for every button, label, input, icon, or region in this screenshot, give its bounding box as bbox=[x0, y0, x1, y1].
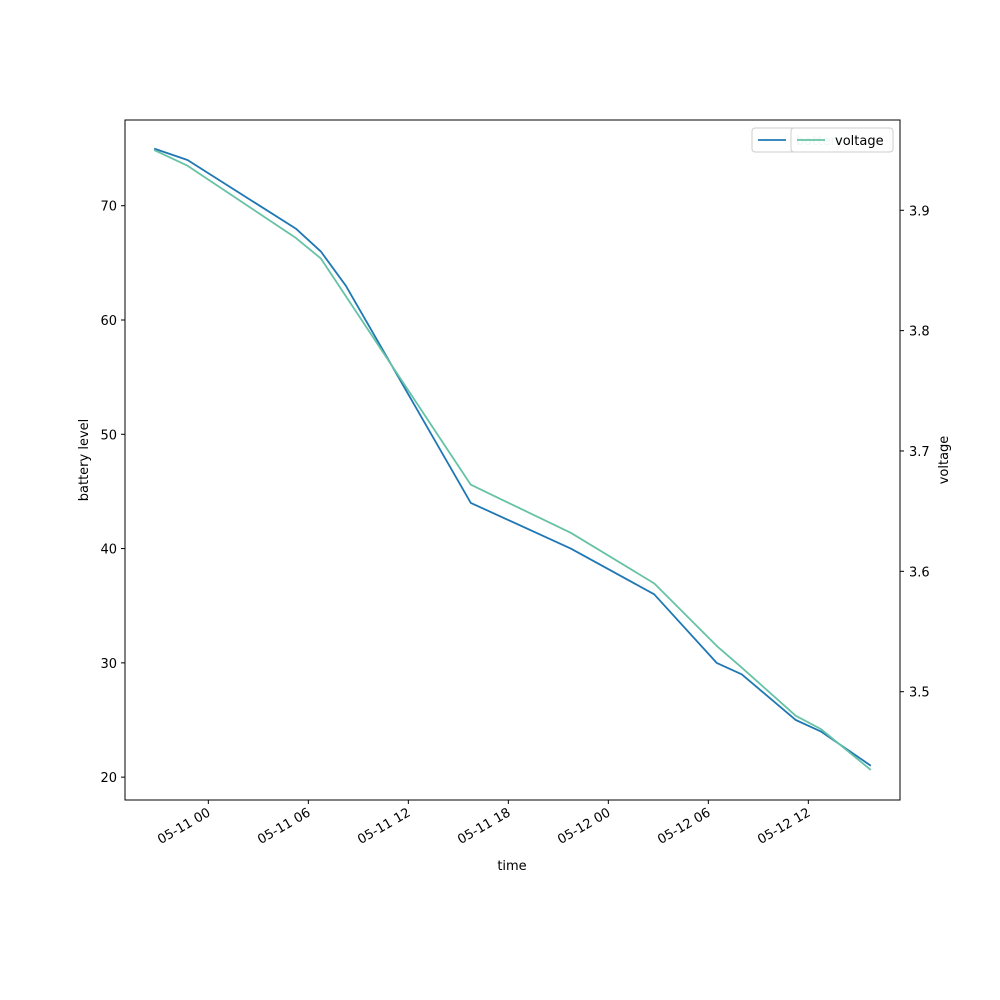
right-y-tick-label: 3.9 bbox=[909, 204, 930, 219]
series-line-voltage bbox=[153, 149, 872, 771]
left-y-tick-label: 30 bbox=[100, 657, 117, 672]
right-y-tick-label: 3.6 bbox=[909, 565, 930, 580]
right-y-axis: 3.5 3.6 3.7 3.8 3.9 bbox=[900, 204, 930, 701]
plot-frame bbox=[124, 119, 901, 801]
left-y-axis: 20 30 40 50 60 70 bbox=[100, 200, 125, 786]
legend-box bbox=[790, 127, 894, 153]
left-y-tick-label: 40 bbox=[100, 543, 117, 558]
right-y-tick-label: 3.7 bbox=[909, 445, 930, 460]
right-y-tick-label: 3.5 bbox=[909, 686, 930, 701]
series-line-battery bbox=[153, 147, 872, 767]
series-layer bbox=[153, 147, 872, 771]
left-y-tick-label: 50 bbox=[100, 428, 117, 443]
legend-label-voltage: voltage bbox=[835, 134, 884, 149]
right-y-axis-label: voltage bbox=[937, 436, 952, 485]
left-y-tick-label: 20 bbox=[100, 771, 117, 786]
legend-layer: batteryvoltage bbox=[751, 127, 894, 153]
x-axis-label: time bbox=[497, 859, 526, 874]
legend-voltage: voltage bbox=[790, 127, 894, 153]
plot-area bbox=[125, 120, 900, 800]
left-y-tick-label: 70 bbox=[100, 200, 117, 215]
left-y-tick-label: 60 bbox=[100, 314, 117, 329]
right-y-tick-label: 3.8 bbox=[909, 325, 930, 340]
left-y-axis-label: battery level bbox=[77, 419, 92, 502]
